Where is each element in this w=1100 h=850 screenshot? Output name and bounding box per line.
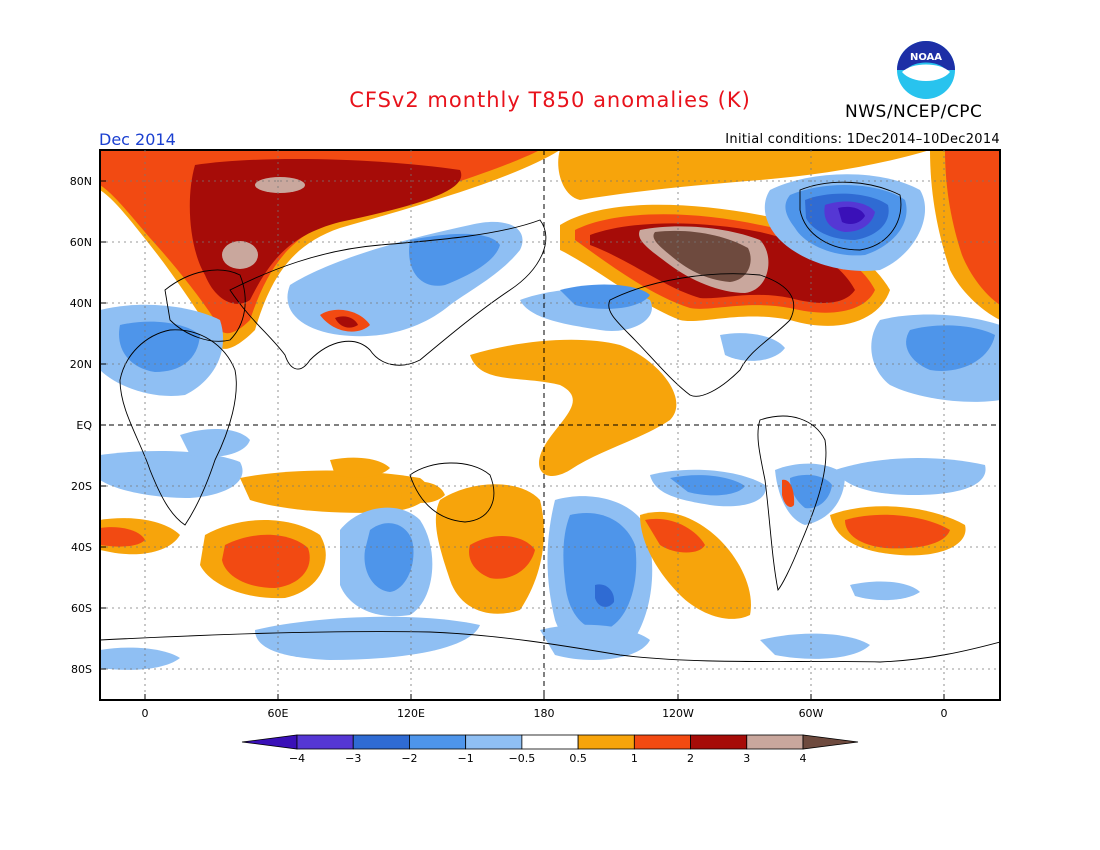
colorbar-segment <box>521 734 579 750</box>
lat-label: 20N <box>70 358 92 371</box>
colorbar-label: 2 <box>687 752 694 765</box>
month-label: Dec 2014 <box>99 130 176 149</box>
colorbar-label: −4 <box>289 752 305 765</box>
colorbar-segment <box>802 734 859 750</box>
colorbar-label: −2 <box>401 752 417 765</box>
colorbar-segment <box>241 734 298 750</box>
colorbar-segment <box>465 734 523 750</box>
colorbar-label: 4 <box>800 752 807 765</box>
colorbar-label: −0.5 <box>509 752 536 765</box>
lon-labels: 0 60E 120E 180 120W 60W 0 <box>142 694 948 720</box>
lat-label: 80S <box>71 663 92 676</box>
colorbar-segment <box>352 734 410 750</box>
lon-label: 120W <box>662 707 694 720</box>
agency-label: NWS/NCEP/CPC <box>845 102 983 122</box>
lat-label: 40S <box>71 541 92 554</box>
lat-label: EQ <box>76 419 92 432</box>
lon-label: 180 <box>534 707 555 720</box>
lat-label: 40N <box>70 297 92 310</box>
colorbar-segment <box>577 734 635 750</box>
lat-label: 80N <box>70 175 92 188</box>
noaa-logo-icon: NOAA <box>896 40 956 100</box>
colorbar-segment <box>690 734 748 750</box>
chart-title: CFSv2 monthly T850 anomalies (K) <box>349 88 751 112</box>
equator-dateline <box>100 150 1000 700</box>
lat-labels: 80N 60N 40N 20N EQ 20S 40S 60S 80S <box>70 175 106 676</box>
svg-text:NOAA: NOAA <box>910 52 942 63</box>
colorbar-label: 1 <box>631 752 638 765</box>
lon-label: 0 <box>941 707 948 720</box>
colorbar-segment <box>633 734 691 750</box>
colorbar-segment <box>409 734 467 750</box>
lon-label: 60E <box>268 707 289 720</box>
colorbar-label: 3 <box>743 752 750 765</box>
lat-label: 60S <box>71 602 92 615</box>
grid-lines <box>100 150 1000 700</box>
lon-label: 120E <box>397 707 425 720</box>
lon-label: 0 <box>142 707 149 720</box>
colorbar-segment <box>296 734 354 750</box>
colorbar-label: −1 <box>458 752 474 765</box>
lon-label: 60W <box>799 707 824 720</box>
colorbar-label: 0.5 <box>569 752 587 765</box>
initial-conditions-label: Initial conditions: 1Dec2014–10Dec2014 <box>725 132 1000 147</box>
colorbar-segment <box>746 734 804 750</box>
lat-label: 60N <box>70 236 92 249</box>
coastlines <box>100 181 1000 663</box>
colorbar: −4 −3 −2 −1 −0.5 0.5 1 2 3 4 <box>241 734 859 765</box>
colorbar-label: −3 <box>345 752 361 765</box>
lat-label: 20S <box>71 480 92 493</box>
